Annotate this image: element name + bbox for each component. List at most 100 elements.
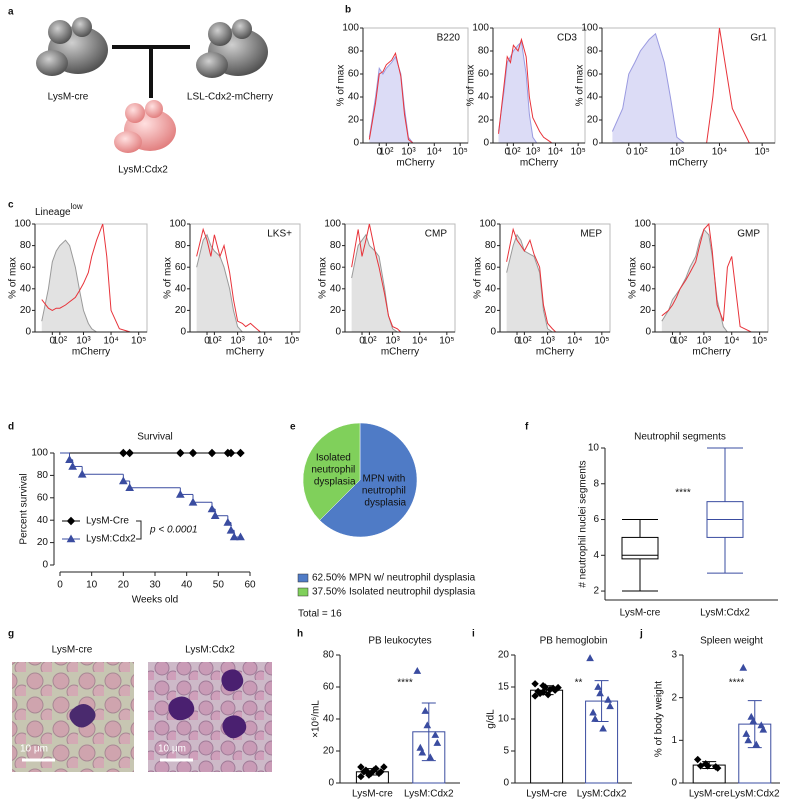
y-tick-label: 8	[593, 478, 599, 489]
annotation: p < 0.0001	[149, 525, 198, 536]
panel-label: g	[8, 629, 14, 640]
legend-marker	[66, 516, 76, 526]
error-bar	[539, 685, 554, 696]
histogram-area	[498, 41, 579, 143]
y-tick-label: 0	[335, 327, 341, 338]
y-tick-label: 0	[180, 327, 186, 338]
y-tick-label: 20	[348, 115, 360, 126]
panel-title: B220	[437, 33, 461, 44]
marker	[229, 532, 239, 541]
neutrophil	[168, 696, 195, 721]
slice-label: MPN with neutrophil dysplasia	[362, 473, 409, 508]
x-tick-label: 30	[149, 580, 161, 591]
y-tick-label: 80	[37, 470, 49, 481]
marker	[207, 448, 217, 458]
title-superscript: low	[71, 202, 83, 211]
x-tick-label: 10⁵	[439, 336, 454, 347]
y-tick-label: 0	[42, 560, 48, 571]
legend-label: Isolated neutrophil dysplasia	[349, 587, 476, 598]
y-tick-label: 20	[478, 115, 490, 126]
panel-label: d	[8, 422, 14, 433]
micrograph-title: LysM:Cdx2	[185, 645, 235, 656]
marker	[65, 455, 74, 464]
x-tick-label: 0	[626, 147, 632, 158]
panel-title: GMP	[737, 229, 760, 240]
genotype-label: LSL-Cdx2-mCherry	[187, 92, 273, 103]
marker	[207, 504, 217, 513]
y-tick-label: 40	[485, 283, 497, 294]
y-tick-label: 1	[671, 735, 677, 746]
slice-label-line: dysplasia	[314, 476, 356, 487]
x-tick-label: 10⁴	[257, 336, 272, 347]
mouse	[36, 50, 68, 76]
x-tick-label: 0	[670, 336, 676, 347]
chart-title: Spleen weight	[700, 636, 763, 647]
x-tick-label: 10³	[670, 147, 685, 158]
marker	[77, 469, 87, 478]
mouse	[114, 131, 142, 153]
y-tick-label: 60	[485, 262, 497, 273]
panel-title: Lineagelow	[35, 202, 83, 218]
y-tick-label: 100	[14, 219, 31, 230]
y-tick-label: 20	[175, 305, 187, 316]
x-tick-label: 0	[57, 580, 63, 591]
x-tick-label: 10²	[53, 336, 68, 347]
data-point	[594, 682, 602, 690]
histogram-area	[612, 33, 763, 143]
data-point	[531, 692, 539, 700]
mouse	[208, 22, 232, 46]
panel-label: c	[8, 200, 14, 211]
histogram-area	[369, 56, 461, 143]
y-tick-label: 20	[485, 305, 497, 316]
legend-swatch	[297, 573, 309, 583]
mouse	[196, 52, 228, 78]
x-tick-label: LysM:Cdx2	[730, 789, 780, 800]
y-tick-label: 0	[353, 138, 359, 149]
y-tick-label: 4	[593, 550, 599, 561]
marker	[188, 497, 198, 506]
y-tick-label: 40	[587, 92, 599, 103]
marker	[125, 483, 135, 492]
marker	[125, 448, 134, 458]
histogram-area	[661, 229, 760, 332]
significance-bracket	[136, 520, 142, 540]
y-tick-label: 20	[498, 650, 510, 661]
micrographs: LysM-cre LysM:Cdx2 10 μm 10 μm	[12, 645, 272, 772]
y-tick-label: 2	[671, 692, 677, 703]
x-tick-label: 10⁵	[571, 147, 586, 158]
data-point	[606, 702, 614, 710]
significance: ****	[675, 488, 691, 499]
y-tick-label: 60	[330, 262, 342, 273]
panel-label: f	[525, 422, 529, 433]
x-tick-label: 40	[181, 580, 193, 591]
x-tick-label: 10⁵	[594, 336, 609, 347]
significance: ****	[397, 678, 413, 689]
y-axis-label: % of max	[628, 257, 639, 299]
y-tick-label: 100	[479, 219, 496, 230]
data-point	[696, 762, 705, 770]
error-bar	[594, 680, 609, 723]
y-tick-label: 15	[498, 682, 510, 693]
x-tick-label: 0	[376, 147, 382, 158]
y-tick-label: 100	[634, 219, 651, 230]
neutrophil	[221, 669, 244, 692]
y-tick-label: 100	[472, 23, 489, 34]
y-axis-label: % of max	[466, 65, 477, 107]
y-axis-label: % of max	[473, 257, 484, 299]
box	[621, 536, 659, 560]
x-tick-label: 10³	[385, 336, 400, 347]
x-tick-label: 0	[504, 147, 510, 158]
marker	[68, 461, 78, 470]
x-tick-label: 0	[50, 336, 56, 347]
x-tick-label: 10²	[633, 147, 648, 158]
y-tick-label: 0	[592, 138, 598, 149]
data-point	[433, 738, 442, 746]
y-tick-label: 20	[323, 746, 335, 757]
micrograph	[148, 662, 272, 772]
scale-bar-label: 10 μm	[158, 744, 186, 755]
x-tick-label: LysM-cre	[352, 789, 393, 800]
data-point	[759, 725, 768, 733]
x-tick-label: 0	[204, 336, 210, 347]
y-tick-label: 40	[348, 92, 360, 103]
x-tick-label: 10⁴	[724, 336, 739, 347]
